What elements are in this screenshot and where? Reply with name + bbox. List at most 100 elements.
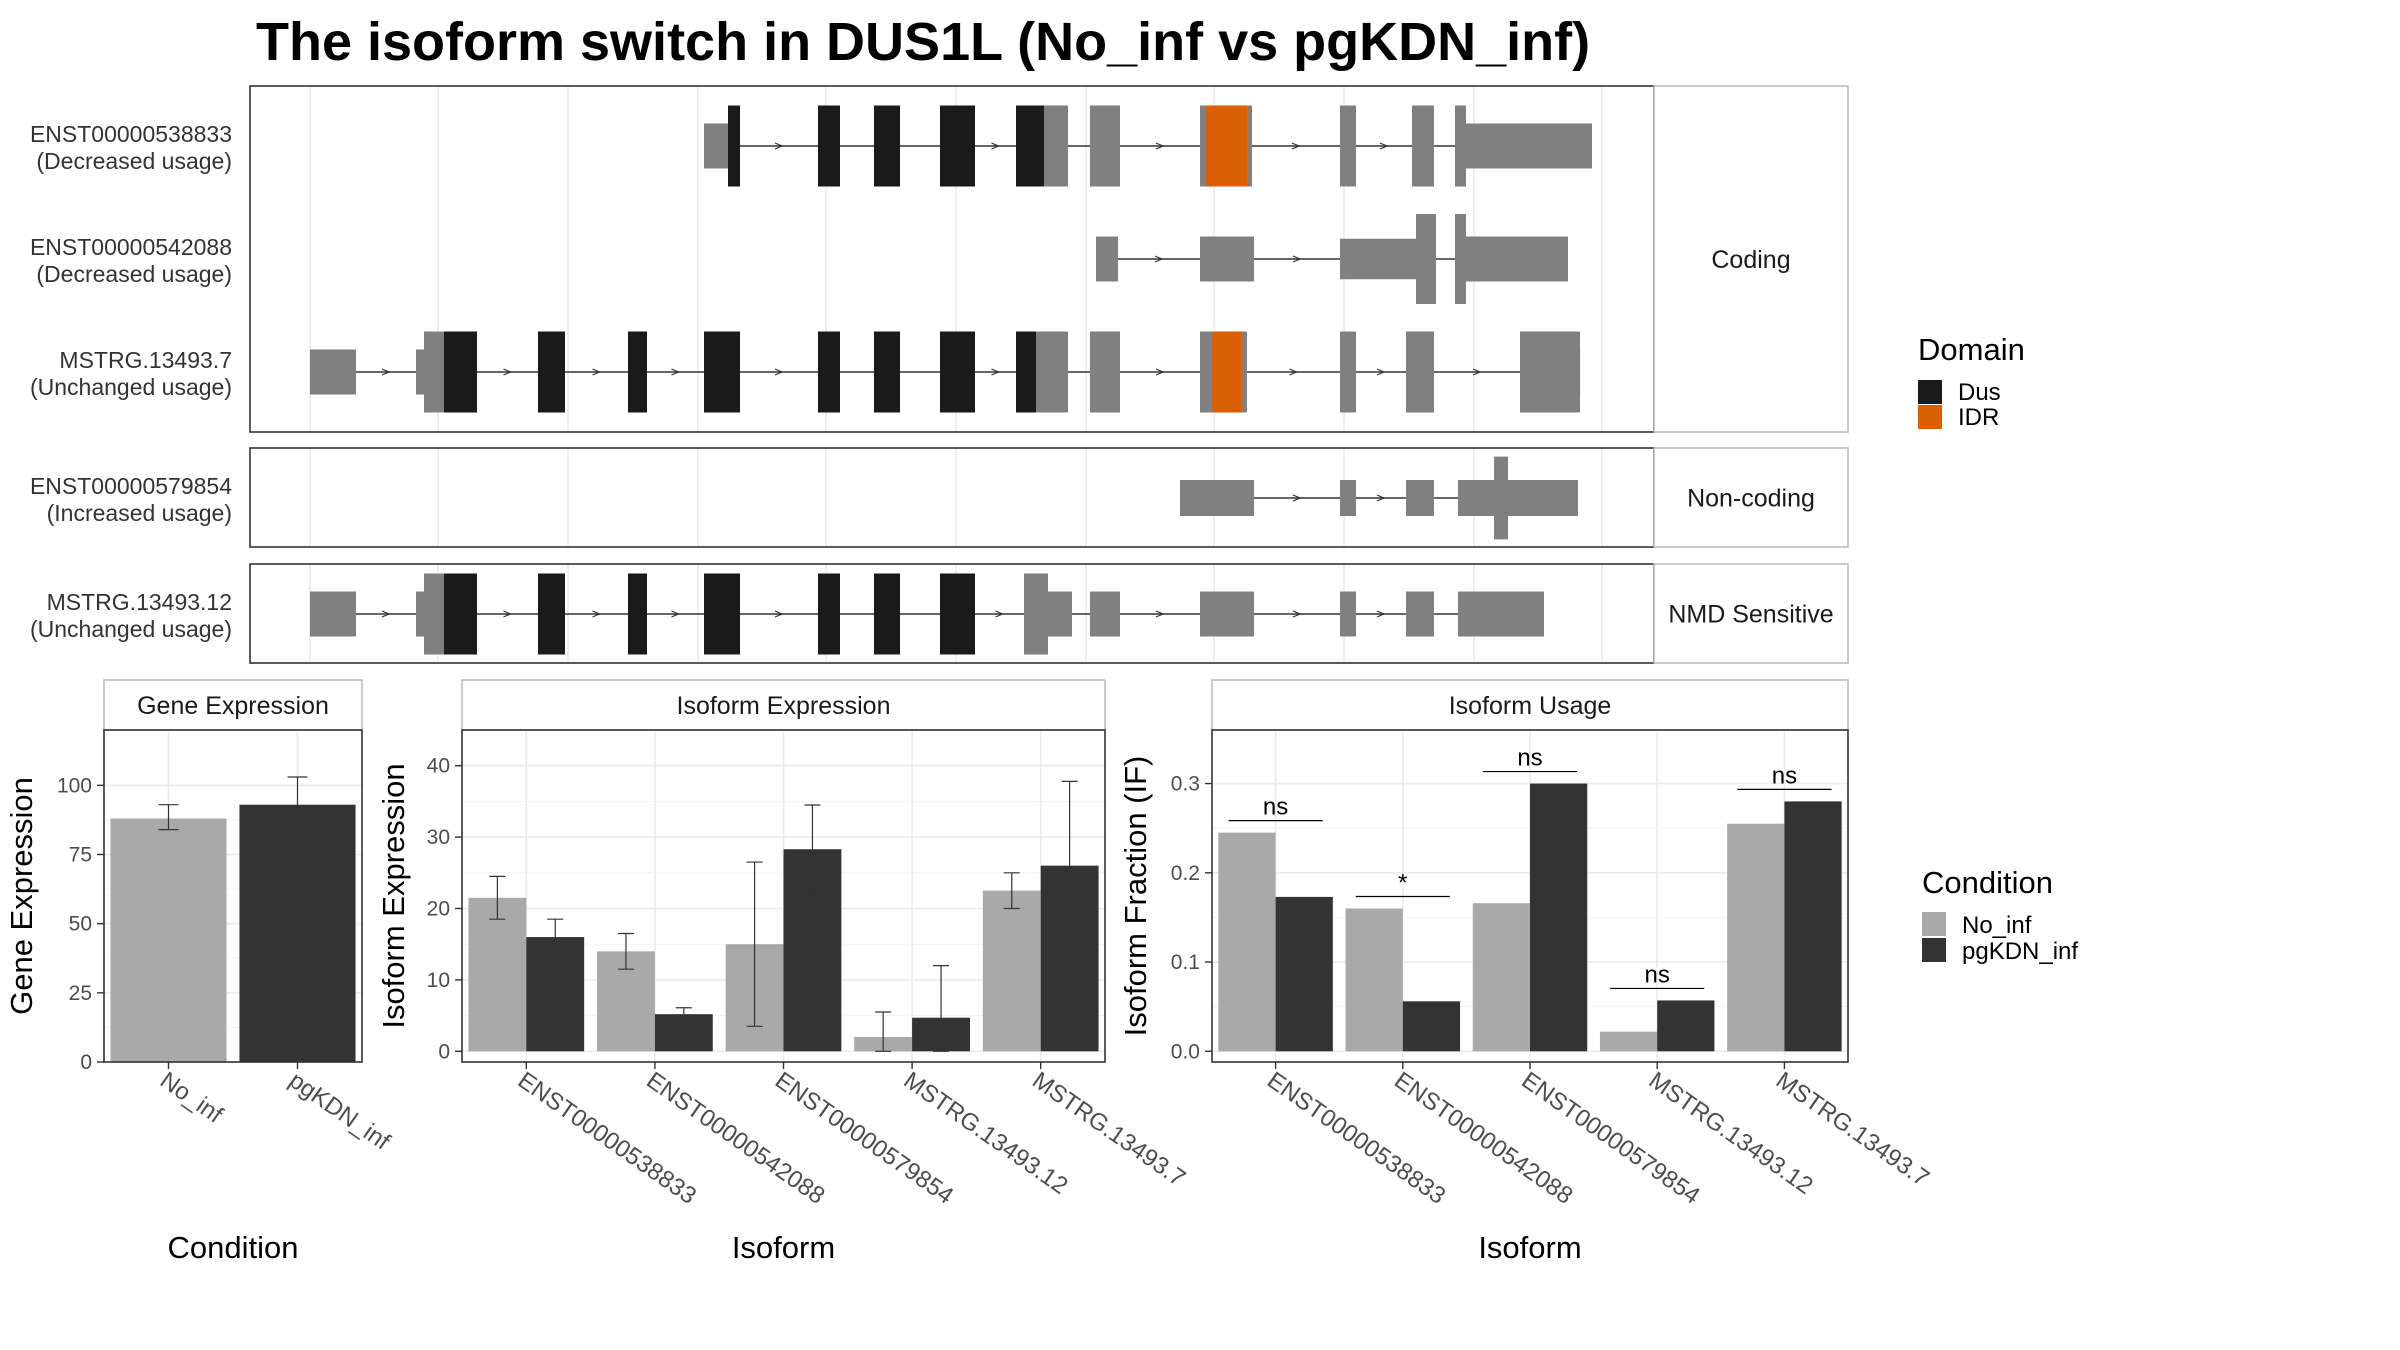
strand-arrow — [1292, 610, 1302, 618]
transcript-id: ENST00000579854 — [30, 473, 232, 499]
condition-legend-title: Condition — [1922, 865, 2053, 900]
y-tick-label: 40 — [427, 755, 450, 778]
strand-arrow — [1289, 368, 1299, 376]
dus-domain-exon — [444, 573, 477, 655]
bar — [1402, 1001, 1461, 1052]
strand-arrow — [1155, 610, 1165, 618]
strand-arrow — [1376, 610, 1386, 618]
exon — [1096, 236, 1118, 282]
exon — [1036, 331, 1068, 413]
x-tick-label: No_inf — [155, 1067, 228, 1129]
dus-domain-exon — [444, 331, 477, 413]
bar — [526, 937, 585, 1052]
exon — [1200, 591, 1254, 637]
y-tick-label: 100 — [57, 774, 92, 797]
bar — [1784, 801, 1842, 1052]
significance-label: ns — [1772, 762, 1797, 789]
y-axis-title: Gene Expression — [4, 777, 39, 1015]
y-tick-label: 0 — [438, 1040, 450, 1063]
strand-arrow — [671, 368, 681, 376]
strand-arrow — [995, 610, 1005, 618]
dus-domain-exon — [728, 105, 740, 187]
strand-arrow — [774, 368, 784, 376]
group-strip — [1653, 563, 1849, 664]
exon — [416, 591, 424, 637]
exon — [1044, 105, 1068, 187]
exon — [1340, 331, 1356, 413]
exon — [1520, 331, 1580, 413]
dus-domain-exon — [940, 573, 975, 655]
condition-legend-label: pgKDN_inf — [1962, 938, 2078, 965]
bar — [1345, 908, 1403, 1052]
transcript-id: ENST00000542088 — [30, 234, 232, 260]
x-axis-title: Isoform — [732, 1230, 835, 1265]
exon — [1200, 331, 1212, 413]
transcript-usage: (Increased usage) — [47, 500, 232, 526]
dus-domain-exon — [1016, 105, 1044, 187]
strand-arrow — [1155, 142, 1165, 150]
transcript-usage: (Unchanged usage) — [30, 616, 232, 642]
gene-expression-panel: Gene Expression 0 25 50 75 100 No_inf pgKDN_inf… — [4, 679, 395, 1265]
exon — [1024, 573, 1048, 655]
exon — [1412, 105, 1434, 187]
y-tick-label: 0.0 — [1171, 1040, 1200, 1063]
strand-arrow — [991, 368, 1001, 376]
y-tick-label: 0 — [80, 1051, 92, 1074]
dus-domain-exon — [538, 573, 565, 655]
bar — [239, 804, 356, 1062]
exon — [1200, 236, 1254, 282]
group-strip — [1653, 447, 1849, 548]
exon — [1455, 214, 1466, 304]
transcript-id: MSTRG.13493.7 — [59, 347, 232, 373]
strand-arrow — [1376, 368, 1386, 376]
panel-strip — [1211, 679, 1849, 731]
strand-arrow — [1292, 494, 1302, 502]
dus-domain-exon — [538, 331, 565, 413]
dus-domain-exon — [628, 573, 647, 655]
significance-label: ns — [1517, 745, 1542, 772]
y-tick-label: 0.3 — [1171, 773, 1200, 796]
dus-domain-exon — [874, 105, 900, 187]
exon — [1494, 456, 1508, 540]
exon — [1458, 480, 1494, 516]
exon — [1406, 331, 1434, 413]
strand-arrow — [381, 368, 391, 376]
exon — [416, 349, 424, 395]
exon — [1508, 480, 1578, 516]
strand-arrow — [991, 142, 1001, 150]
strand-arrow — [592, 368, 602, 376]
strand-arrow — [774, 142, 784, 150]
exon — [1247, 105, 1252, 187]
domain-legend-title: Domain — [1918, 332, 2025, 367]
exon — [1180, 480, 1254, 516]
bar — [982, 890, 1041, 1052]
bar — [1599, 1031, 1658, 1052]
domain-legend-label: Dus — [1958, 379, 2001, 406]
exon — [1340, 480, 1356, 516]
bar — [1530, 783, 1588, 1052]
bar — [1275, 896, 1333, 1052]
idr-domain-exon — [1212, 331, 1241, 413]
domain-legend-key — [1918, 405, 1942, 429]
bar — [468, 897, 527, 1052]
exon — [1090, 105, 1120, 187]
condition-legend-key — [1922, 938, 1946, 962]
dus-domain-exon — [1016, 331, 1036, 413]
panel-strip — [461, 679, 1106, 731]
transcript-usage: (Decreased usage) — [36, 148, 232, 174]
bar — [1727, 823, 1785, 1052]
panel-title: Isoform Usage — [1449, 692, 1612, 720]
idr-domain-exon — [1206, 105, 1247, 187]
isoform-expression-panel: Isoform Expression010203040ENST000005388… — [376, 679, 1190, 1265]
panel-border — [461, 729, 1106, 1063]
y-tick-label: 0.1 — [1171, 951, 1200, 974]
strand-arrow — [671, 610, 681, 618]
group-label-1: Non-coding — [1687, 485, 1815, 513]
y-tick-label: 50 — [69, 913, 92, 936]
bar — [110, 818, 227, 1062]
condition-legend-key — [1922, 912, 1946, 936]
dus-domain-exon — [874, 573, 900, 655]
panel-border — [103, 729, 363, 1063]
